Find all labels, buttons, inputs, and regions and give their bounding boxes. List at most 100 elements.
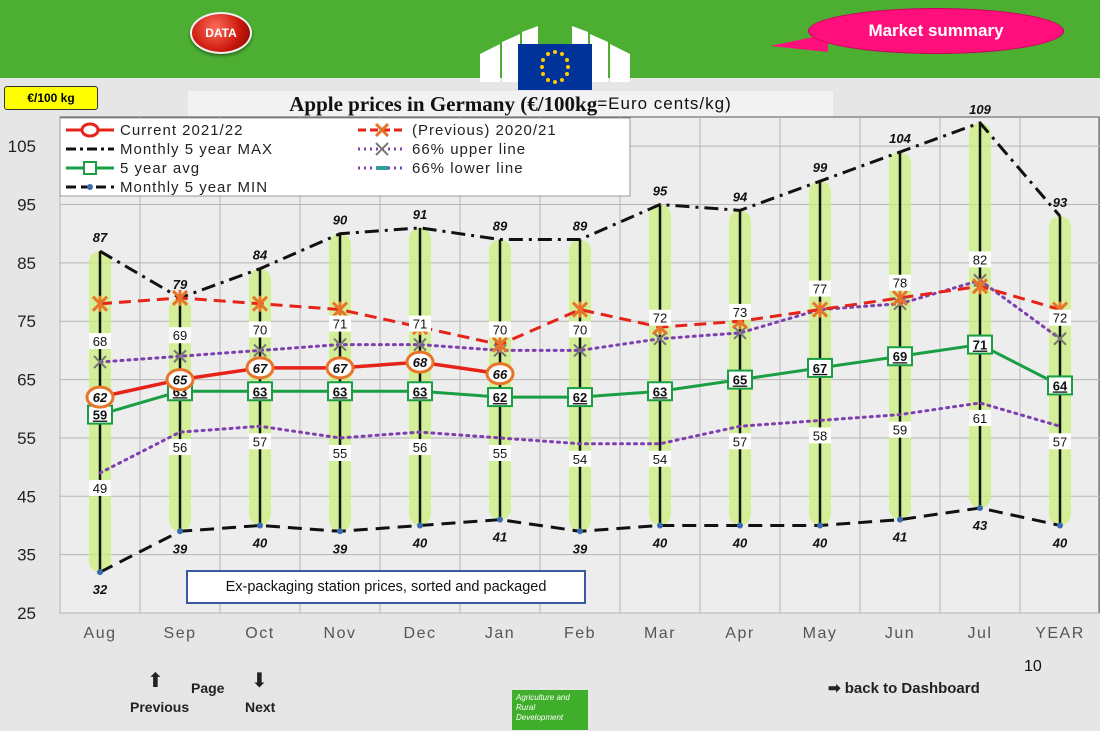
lower-label-bg — [649, 450, 671, 467]
min-marker — [977, 504, 983, 511]
legend-marker-current — [80, 122, 100, 138]
lower-label-bg — [489, 444, 511, 461]
upper-label: 73 — [733, 305, 747, 320]
current-marker — [325, 356, 355, 380]
y-tick-label: 85 — [17, 254, 36, 273]
lower-label: 49 — [93, 481, 107, 496]
upper-label: 77 — [813, 282, 827, 297]
previous-marker — [571, 301, 589, 318]
avg-label: 59 — [93, 408, 107, 423]
lower-label-bg — [249, 433, 271, 450]
y-tick-label: 55 — [17, 429, 36, 448]
current-label: 67 — [253, 361, 268, 376]
legend-marker-avg — [83, 161, 97, 175]
lower-label: 56 — [173, 440, 187, 455]
lower-label-bg — [1049, 433, 1071, 450]
lower-label-bg — [329, 444, 351, 461]
upper-marker — [1053, 332, 1067, 346]
avg-label: 65 — [733, 373, 747, 388]
min-marker — [657, 522, 663, 529]
max-label: 93 — [1053, 195, 1068, 210]
legend-marker-lower — [376, 166, 388, 170]
min-marker — [337, 528, 343, 535]
lower-label: 57 — [733, 434, 747, 449]
upper-marker — [733, 326, 747, 340]
current-marker — [85, 385, 115, 409]
avg-marker — [887, 346, 913, 367]
lower-label: 55 — [333, 446, 347, 461]
avg-label: 71 — [973, 338, 987, 353]
previous-marker — [251, 295, 269, 312]
upper-marker — [253, 343, 267, 358]
lower-label: 54 — [573, 452, 587, 467]
current-marker — [245, 356, 275, 380]
x-tick-label: Sep — [164, 625, 197, 642]
avg-marker — [247, 381, 273, 402]
max-label: 90 — [333, 213, 348, 228]
upper-label: 71 — [333, 317, 347, 332]
arrow-up-icon[interactable]: ⬆ — [147, 670, 164, 692]
arrow-right-icon: ➡ — [828, 680, 841, 697]
market-summary-button[interactable]: Market summary — [808, 8, 1064, 54]
max-label: 95 — [653, 184, 668, 199]
lower-label: 57 — [1053, 434, 1067, 449]
arrow-down-icon[interactable]: ⬇ — [251, 670, 268, 692]
x-tick-label: May — [803, 625, 838, 642]
back-to-dashboard-link[interactable]: ➡ back to Dashboard — [828, 679, 980, 697]
avg-marker — [1047, 375, 1073, 396]
legend-marker-upper — [375, 142, 389, 156]
x-tick-label: Jul — [968, 625, 993, 642]
lower-label: 56 — [413, 440, 427, 455]
current-label: 62 — [93, 390, 108, 405]
max-label: 91 — [413, 207, 427, 222]
upper-marker — [173, 349, 187, 363]
min-label: 39 — [173, 541, 188, 556]
upper-marker — [333, 337, 347, 352]
y-tick-label: 95 — [17, 196, 36, 215]
avg-marker — [807, 357, 833, 378]
data-button[interactable]: DATA — [190, 12, 252, 54]
lower-label-bg — [409, 439, 431, 456]
avg-label: 64 — [1053, 378, 1068, 393]
previous-marker — [171, 289, 189, 306]
upper-label-bg — [409, 315, 431, 332]
avg-label: 67 — [813, 361, 827, 376]
legend-label-avg: 5 year avg — [120, 160, 200, 177]
upper-marker — [573, 343, 587, 358]
y-tick-label: 75 — [17, 312, 36, 331]
min-marker — [817, 522, 823, 529]
upper-label: 70 — [493, 322, 507, 337]
page-label: Page — [191, 680, 225, 696]
upper-label-bg — [1049, 309, 1071, 326]
y-tick-label: 25 — [17, 604, 36, 623]
min-label: 40 — [732, 535, 748, 550]
max-label: 109 — [969, 102, 991, 117]
max-label: 104 — [889, 131, 911, 146]
y-tick-label: 35 — [17, 546, 36, 565]
avg-marker — [567, 387, 593, 408]
series-line-lower — [98, 401, 1062, 475]
previous-marker — [91, 295, 109, 312]
legend-marker-previous — [374, 122, 390, 138]
upper-label-bg — [249, 321, 271, 338]
next-page-link[interactable]: Next — [245, 699, 276, 715]
previous-page-link[interactable]: Previous — [130, 699, 190, 715]
current-marker — [485, 362, 515, 386]
lower-label-bg — [729, 433, 751, 450]
min-label: 39 — [573, 541, 588, 556]
previous-marker — [971, 278, 989, 295]
upper-label-bg — [169, 327, 191, 344]
upper-label-bg — [889, 274, 911, 291]
chart-title-main: Apple prices in Germany (€/100kg — [289, 91, 598, 116]
avg-label: 63 — [333, 384, 347, 399]
x-tick-label: Jan — [485, 625, 515, 642]
upper-label-bg — [569, 321, 591, 338]
legend-label-max: Monthly 5 year MAX — [120, 141, 273, 158]
y-tick-label: 65 — [17, 371, 36, 390]
current-label: 66 — [493, 367, 508, 382]
avg-marker — [727, 369, 753, 390]
chart-note: Ex-packaging station prices, sorted and … — [186, 570, 586, 604]
eu-commission-logo-icon — [480, 26, 630, 90]
min-label: 40 — [412, 535, 428, 550]
